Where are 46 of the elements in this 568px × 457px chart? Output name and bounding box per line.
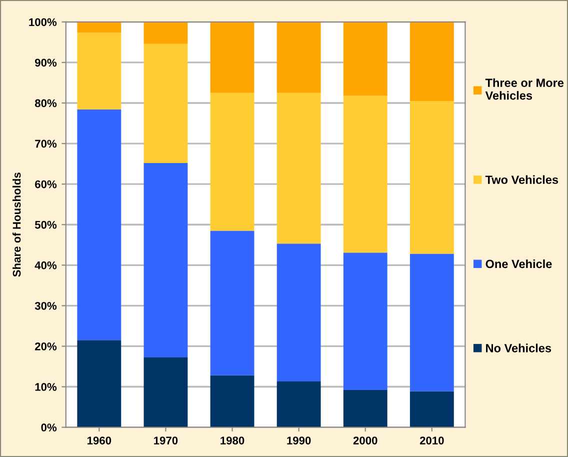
bar: [410, 100, 454, 254]
bar: [276, 381, 321, 428]
y-tick-label: 10%: [35, 383, 57, 391]
y-tick-label: 40%: [34, 261, 57, 270]
bar: [210, 375, 254, 428]
x-tick-label: 2000: [353, 436, 378, 444]
bar: [343, 252, 388, 390]
bar: [144, 44, 188, 163]
bar: [343, 22, 388, 96]
y-tick-label: 20%: [35, 342, 57, 350]
bar: [77, 340, 122, 428]
bar: [77, 32, 122, 110]
y-tick-label: 50%: [34, 220, 57, 229]
bar: [210, 92, 254, 231]
bar: [144, 163, 188, 358]
bar: [144, 357, 188, 428]
bar: [210, 230, 254, 376]
bar: [410, 254, 454, 392]
bar: [210, 22, 254, 93]
x-tick-label: 1960: [88, 436, 112, 444]
y-axis-title: Share of Housholds: [12, 172, 21, 277]
bar: [276, 22, 321, 93]
y-tick-label: 30%: [34, 302, 57, 310]
legend-label: One Vehicle: [486, 259, 552, 268]
bar: [144, 22, 188, 44]
legend-label: Two Vehicles: [485, 175, 558, 184]
y-tick-label: 60%: [35, 180, 57, 188]
y-tick-label: 90%: [35, 58, 57, 67]
y-tick-label: 70%: [35, 140, 57, 148]
y-tick-label: 80%: [34, 99, 57, 108]
bar: [276, 92, 321, 244]
bar: [410, 22, 454, 101]
x-tick-label: 2010: [420, 436, 444, 444]
bar: [343, 390, 388, 428]
bar: [343, 96, 388, 253]
legend-label: Three or More Vehicles: [485, 78, 564, 100]
x-tick-label: 1980: [220, 436, 244, 444]
bar: [77, 109, 122, 340]
x-tick-label: 1970: [154, 436, 178, 444]
legend-label: No Vehicles: [486, 344, 552, 352]
y-tick-label: 100%: [29, 18, 57, 26]
x-tick-label: 1990: [287, 436, 311, 444]
bar: [410, 391, 454, 428]
bar: [276, 244, 321, 382]
bar: [77, 22, 122, 32]
y-tick-label: 0%: [41, 424, 57, 432]
